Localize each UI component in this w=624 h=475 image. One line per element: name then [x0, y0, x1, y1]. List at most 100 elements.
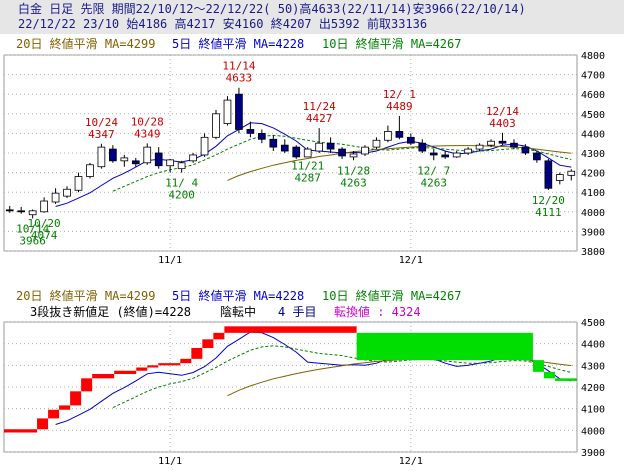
- legend-ma20: 20日 終値平滑 MA=4299: [16, 36, 155, 51]
- candle-body: [269, 138, 278, 148]
- candle-body: [74, 176, 83, 191]
- period-summary: 白金 日足 先限 期間22/10/12～22/12/22( 50)高4633(2…: [18, 2, 526, 16]
- legend-ma20-b: 20日 終値平滑 MA=4299: [16, 288, 155, 303]
- y-tick-label: 4100: [581, 405, 605, 416]
- candle-body: [372, 139, 381, 148]
- candle-body: [361, 146, 369, 155]
- tlb-brick: [202, 339, 214, 348]
- annotation-date: 12/ 7: [417, 164, 450, 177]
- ma-line-b-5日: [55, 331, 572, 425]
- annotation-value: 4111: [535, 206, 562, 219]
- x-tick-label: 12/1: [399, 255, 423, 266]
- latest-quote: 22/12/22 23/10 始4186 高4217 安4160 終4207 出…: [18, 17, 428, 31]
- y-tick-label: 4500: [581, 318, 605, 329]
- tlb-brick: [532, 360, 544, 372]
- tlb-brick: [48, 409, 60, 419]
- candle-body: [280, 144, 289, 152]
- y-tick-label: 4300: [581, 149, 605, 160]
- candle-body: [109, 148, 117, 162]
- y-tick-label: 4400: [581, 340, 605, 351]
- tlb-reversal-label: 転換値 : 4324: [334, 304, 421, 319]
- candle-body: [418, 142, 427, 152]
- annotation-date: 11/14: [222, 60, 255, 73]
- annotation-value: 4427: [306, 112, 333, 125]
- legend-ma5: 5日 終値平滑 MA=4228: [172, 36, 304, 51]
- annotation-value: 4287: [294, 172, 321, 185]
- candle-body: [475, 144, 484, 150]
- annotation-date: 12/ 1: [383, 88, 416, 101]
- annotation-value: 4074: [31, 229, 58, 242]
- tlb-brick: [136, 367, 148, 371]
- y-tick-label: 3800: [581, 247, 605, 258]
- tlb-brick: [81, 378, 93, 392]
- y-tick-label: 4600: [581, 90, 605, 101]
- annotation-date: 10/14: [16, 222, 49, 235]
- candle-body: [349, 153, 358, 158]
- bottom-legend: 20日 終値平滑 MA=4299 5日 終値平滑 MA=4228 10日 終値平…: [16, 288, 461, 319]
- candle-body: [521, 146, 530, 154]
- annotation-date: 10/28: [131, 115, 164, 128]
- tlb-count-label: 4 手目: [278, 305, 316, 319]
- tlb-brick: [224, 326, 357, 333]
- annotation-date: 11/28: [337, 164, 370, 177]
- y-tick-label: 4200: [581, 169, 605, 180]
- candle-body: [464, 148, 472, 154]
- y-tick-label: 4100: [581, 188, 605, 199]
- y-tick-label: 4000: [581, 426, 605, 437]
- candle-panel: 3800 3900 4000 4100 4200 4300 4400 4500 4600 4700…: [3, 51, 605, 266]
- candle-body: [303, 148, 312, 158]
- y-tick-label: 4400: [581, 129, 605, 140]
- candle-body: [5, 209, 14, 212]
- tlb-trend-label: 陰転中: [220, 304, 256, 319]
- candle-body: [246, 129, 255, 134]
- candle-body: [200, 136, 209, 156]
- candle-body: [567, 170, 576, 176]
- candle-body: [533, 152, 541, 161]
- annotation-value: 4263: [340, 176, 367, 189]
- annotation-date: 11/24: [303, 100, 336, 113]
- candle-body: [63, 188, 71, 197]
- chart-header: 白金 日足 先限 期間22/10/12～22/12/22( 50)高4633(2…: [0, 0, 624, 34]
- annotation-value: 3966: [19, 234, 46, 247]
- y-tick-label: 4700: [581, 71, 605, 82]
- tlb-brick: [543, 371, 555, 379]
- annotation-date: 11/ 4: [165, 177, 198, 190]
- candle-body: [510, 142, 518, 148]
- annotation-value: 4403: [489, 117, 516, 130]
- y-tick-label: 4800: [581, 51, 605, 62]
- candle-body: [395, 131, 404, 138]
- candle-body: [189, 154, 197, 162]
- tlb-brick: [147, 365, 159, 368]
- candle-body: [487, 140, 495, 146]
- ma-line-5日: [55, 122, 572, 207]
- candle-body: [97, 146, 106, 168]
- tlb-brick: [554, 378, 577, 381]
- ma-line-10日: [112, 134, 572, 192]
- tlb-brick: [4, 429, 38, 433]
- y-tick-label: 4200: [581, 383, 605, 394]
- candle-body: [384, 131, 392, 141]
- candle-body: [258, 132, 266, 140]
- tlb-brick: [158, 363, 181, 366]
- annotation-value: 4200: [168, 189, 195, 202]
- candle-body: [177, 162, 186, 170]
- legend-ma10: 10日 終値平滑 MA=4267: [322, 36, 461, 51]
- tlb-brick: [92, 374, 115, 379]
- candle-body: [338, 148, 346, 157]
- candle-body: [40, 200, 48, 213]
- annotation-date: 10/20: [28, 217, 61, 230]
- x-tick-label: 12/1: [399, 456, 423, 467]
- y-tick-label: 3900: [581, 227, 605, 238]
- y-tick-label: 4500: [581, 110, 605, 121]
- candle-body: [292, 146, 301, 158]
- candle-body: [429, 152, 438, 156]
- candle-body: [143, 146, 152, 164]
- candle-body: [223, 99, 232, 125]
- x-tick-label: 11/1: [158, 456, 182, 467]
- candle-body: [28, 210, 37, 216]
- candle-body: [131, 160, 140, 165]
- y-tick-label: 3900: [581, 448, 605, 459]
- annotation-date: 11/21: [291, 160, 324, 173]
- candle-plot-area: [3, 54, 578, 252]
- legend-ma10-b: 10日 終値平滑 MA=4267: [322, 288, 461, 303]
